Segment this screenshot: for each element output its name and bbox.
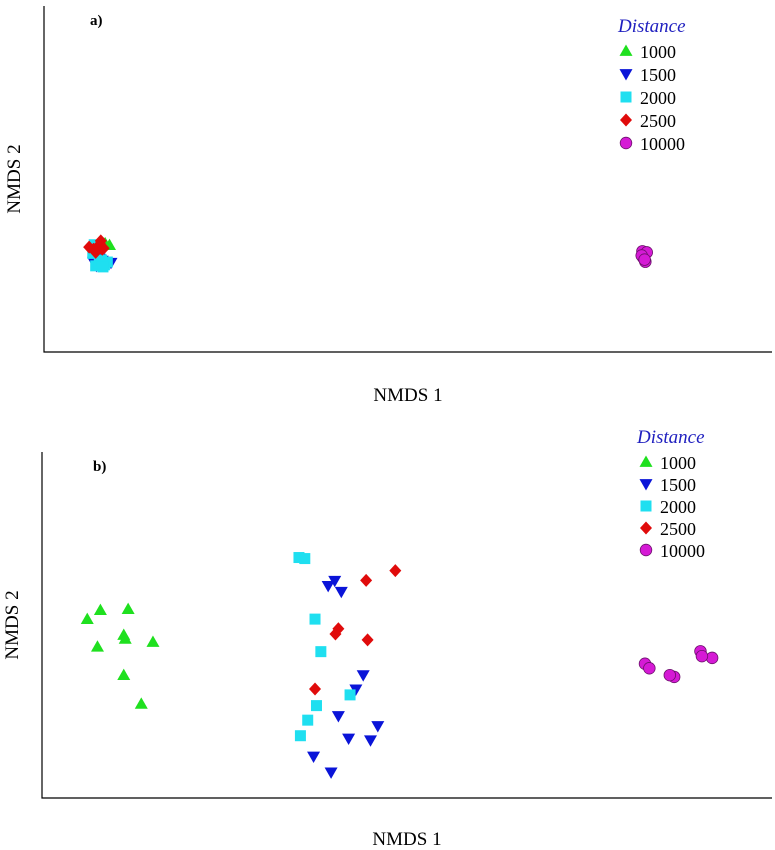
legend-label-1500: 1500 <box>640 65 676 85</box>
legend-label-1000: 1000 <box>640 42 676 62</box>
point-1000 <box>90 640 104 652</box>
point-2000 <box>96 254 108 266</box>
point-1500 <box>321 581 335 593</box>
legend-marker-1500 <box>639 479 653 491</box>
legend-marker-2500 <box>640 521 652 535</box>
series-2500 <box>83 234 110 259</box>
point-2500 <box>360 573 373 587</box>
legend-marker-1000 <box>619 44 633 56</box>
point-1000 <box>121 602 135 614</box>
panel-label: b) <box>93 459 106 475</box>
point-1000 <box>93 603 107 615</box>
legend-marker-1500 <box>619 69 633 81</box>
point-1500 <box>331 711 345 723</box>
legend: Distance 1000 1500 2000 2500 10000 <box>617 16 686 154</box>
x-axis-label: NMDS 1 <box>372 829 441 850</box>
point-1500 <box>342 733 356 745</box>
axes <box>43 6 772 353</box>
point-2000 <box>309 613 321 625</box>
point-10000 <box>705 651 719 665</box>
point-2000 <box>310 700 322 712</box>
legend-label-2500: 2500 <box>640 111 676 131</box>
point-10000 <box>695 649 709 663</box>
legend-title: Distance <box>617 16 686 37</box>
point-1500 <box>364 735 377 747</box>
point-1500 <box>371 721 385 733</box>
point-2000 <box>315 646 327 658</box>
point-1000 <box>146 635 160 647</box>
point-2000 <box>294 730 306 742</box>
point-2000 <box>97 261 109 273</box>
legend-marker-10000 <box>619 136 633 150</box>
point-2500 <box>389 564 402 578</box>
point-10000 <box>643 662 656 675</box>
axes <box>41 452 772 799</box>
series-10000 <box>638 645 719 684</box>
point-1500 <box>324 767 338 779</box>
point-2000 <box>302 714 314 726</box>
point-1000 <box>134 697 148 709</box>
point-1500 <box>328 575 342 588</box>
x-axis-label: NMDS 1 <box>373 385 442 406</box>
point-2000 <box>299 553 311 565</box>
legend-marker-10000 <box>639 543 653 557</box>
point-2000 <box>293 552 305 564</box>
chart-panel-a: a) NMDS 1 NMDS 2 Distance 1000 1500 2000 2500 10… <box>4 6 772 406</box>
point-1500 <box>334 586 348 599</box>
legend-marker-2000 <box>620 91 632 103</box>
legend-marker-1000 <box>639 455 653 467</box>
point-10000 <box>638 253 651 266</box>
y-axis-label: NMDS 2 <box>4 144 25 213</box>
point-2500 <box>361 633 374 647</box>
series-1500 <box>307 575 385 779</box>
series-1000 <box>80 602 160 709</box>
series-10000 <box>635 245 653 268</box>
legend-title: Distance <box>636 427 705 448</box>
point-2500 <box>309 682 322 696</box>
y-axis-label: NMDS 2 <box>2 590 23 659</box>
legend-label-1500: 1500 <box>660 475 696 495</box>
chart-panel-b: b) NMDS 1 NMDS 2 Distance 100015002000250010… <box>2 427 772 850</box>
point-1000 <box>118 632 132 644</box>
legend-label-10000: 10000 <box>640 134 685 154</box>
legend-label-2000: 2000 <box>640 88 676 108</box>
legend-marker-2500 <box>620 113 632 127</box>
point-2500 <box>87 242 100 256</box>
legend-label-2500: 2500 <box>660 519 696 539</box>
point-2000 <box>344 689 356 701</box>
legend-marker-2000 <box>640 500 652 512</box>
point-1500 <box>307 751 321 763</box>
point-1500 <box>356 670 370 682</box>
point-2500 <box>329 627 342 641</box>
series-2000 <box>293 552 356 742</box>
series-2500 <box>309 564 402 696</box>
point-1500 <box>349 684 363 696</box>
legend-label-2000: 2000 <box>660 497 696 517</box>
legend-label-1000: 1000 <box>660 453 696 473</box>
point-10000 <box>663 668 677 682</box>
legend-label-10000: 10000 <box>660 541 705 561</box>
point-1000 <box>117 668 131 681</box>
point-2500 <box>97 241 110 255</box>
panel-label: a) <box>90 13 103 29</box>
point-1000 <box>80 612 94 624</box>
